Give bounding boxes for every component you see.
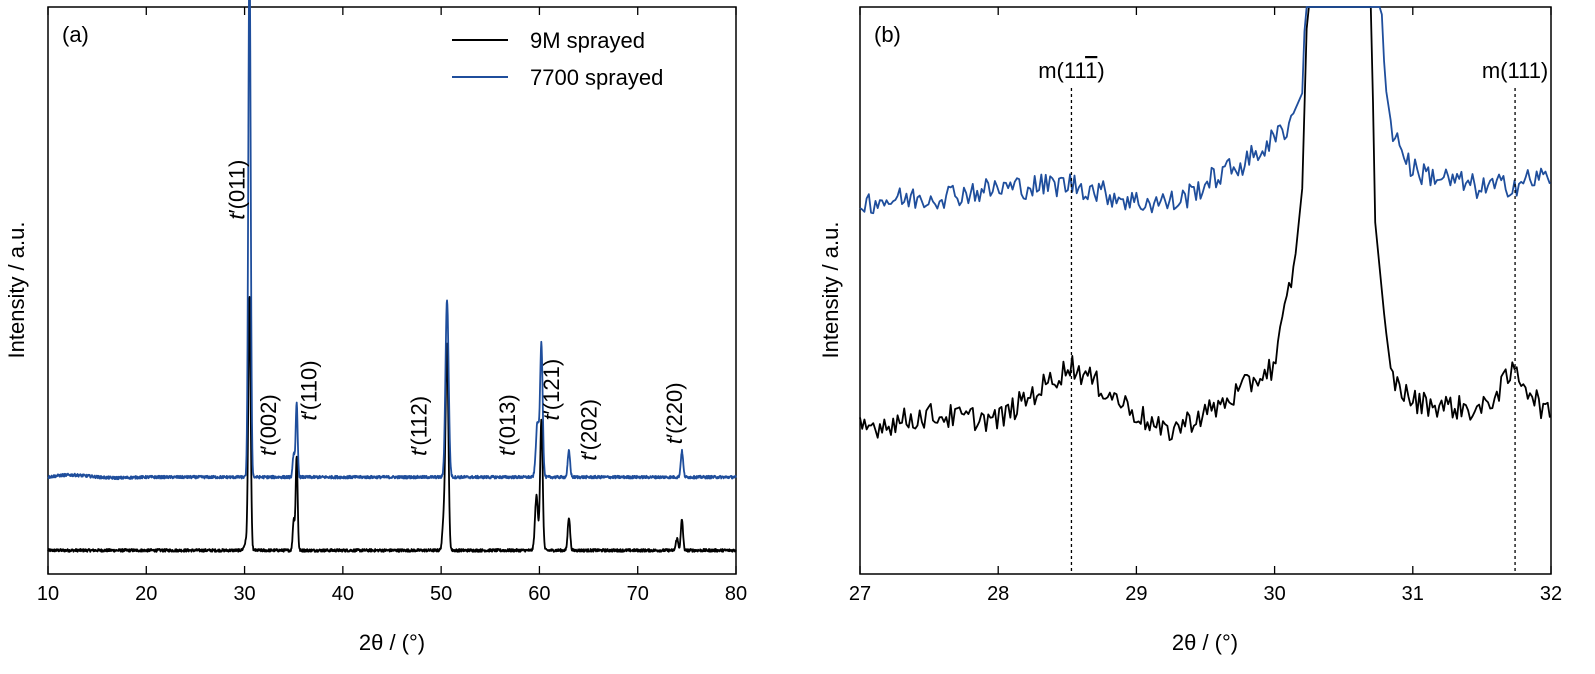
panel-a-label: (a) (62, 22, 89, 47)
peak-label-prime: ′ (576, 450, 601, 454)
peak-label-013: t′(013) (495, 394, 520, 456)
panel-a-series (47, 0, 737, 553)
panel-a-tick-label-50: 50 (430, 583, 452, 605)
peak-label-prefix: t (225, 213, 250, 220)
panel-a-tick-label-60: 60 (528, 583, 550, 605)
panel-b: 27 28 29 30 31 32 m(111) m(111) (b) 2θ / (°) I… (818, 6, 1562, 655)
reference-label-tail: ) (1097, 58, 1104, 83)
peak-label-202: t′(202) (576, 399, 601, 461)
panel-a: 10 20 30 40 50 60 70 80 t′(011)t′(002) t′(110)t′… (4, 0, 747, 655)
peak-label-prime: ′ (495, 446, 520, 450)
reference-label-0: m(111) (1038, 58, 1104, 83)
panel-a-peak-labels: t′(011)t′(002) t′(110)t′(112)t′(013) t′(12… (225, 160, 687, 461)
peak-label-prefix: t (495, 449, 520, 456)
peak-label-220: t′(220) (662, 382, 687, 444)
panel-b-tick-label-30: 30 (1263, 583, 1285, 605)
reference-label-1: m(111) (1482, 58, 1548, 83)
peak-label-prefix: t (576, 454, 601, 461)
panel-b-tick-label-29: 29 (1125, 583, 1147, 605)
peak-label-112: t′(112) (406, 396, 431, 456)
panel-a-tick-label-20: 20 (135, 583, 157, 605)
peak-label-121: t′(121) (539, 359, 564, 421)
panel-b-x-ticks: 27 28 29 30 31 32 (849, 7, 1562, 605)
peak-label-hkl: (002) (256, 394, 281, 445)
panel-a-y-axis-title: Intensity / a.u. (4, 222, 29, 359)
panel-a-x-ticks: 10 20 30 40 50 60 70 80 (37, 7, 747, 605)
legend-label-7700: 7700 sprayed (530, 65, 663, 90)
reference-label-bar: 1 (1085, 58, 1097, 83)
peak-label-prime: ′ (256, 446, 281, 450)
panel-b-y-axis-title: Intensity / a.u. (818, 222, 843, 359)
peak-label-hkl: (121) (539, 359, 564, 410)
peak-label-110: t′(110) (296, 360, 321, 420)
peak-label-prefix: t (296, 413, 321, 420)
panel-b-series (859, 6, 1551, 441)
panel-a-tick-label-10: 10 (37, 583, 59, 605)
peak-label-hkl: (110) (296, 360, 321, 410)
peak-label-prefix: t (406, 449, 431, 456)
peak-label-hkl: (202) (576, 399, 601, 450)
peak-label-prime: ′ (406, 446, 431, 450)
reference-label-text: m(11 (1038, 58, 1086, 83)
legend: 9M sprayed 7700 sprayed (452, 28, 663, 90)
peak-label-011: t′(011) (225, 160, 250, 220)
panel-b-tick-label-28: 28 (987, 583, 1009, 605)
peak-label-prime: ′ (539, 410, 564, 414)
peak-label-hkl: (220) (662, 382, 687, 433)
peak-label-hkl: (112) (406, 396, 431, 446)
peak-label-prefix: t (256, 449, 281, 456)
panel-a-tick-label-70: 70 (627, 583, 649, 605)
peak-label-prime: ′ (225, 209, 250, 213)
panel-b-reference-lines: m(111) m(111) (1038, 58, 1548, 574)
peak-label-hkl: (013) (495, 394, 520, 445)
legend-label-9M: 9M sprayed (530, 28, 645, 53)
panel-b-tick-label-32: 32 (1540, 583, 1562, 605)
reference-label-text: m(111) (1482, 58, 1548, 83)
panel-a-tick-label-80: 80 (725, 583, 747, 605)
peak-label-prefix: t (662, 437, 687, 444)
peak-label-prefix: t (539, 413, 564, 420)
panel-b-series-series_9M (859, 6, 1551, 441)
panel-b-label: (b) (874, 22, 901, 47)
peak-label-prime: ′ (662, 434, 687, 438)
panel-a-series-series_9M (47, 295, 737, 553)
panel-b-series-series_7700 (859, 6, 1551, 215)
panel-b-x-axis-title: 2θ / (°) (1172, 630, 1238, 655)
panel-b-frame (859, 6, 1552, 575)
panel-a-frame (47, 6, 737, 575)
panel-a-tick-label-30: 30 (233, 583, 255, 605)
panel-b-tick-label-27: 27 (849, 583, 871, 605)
panel-a-tick-label-40: 40 (332, 583, 354, 605)
peak-label-hkl: (011) (225, 160, 250, 210)
panel-a-x-axis-title: 2θ / (°) (359, 630, 425, 655)
peak-label-prime: ′ (296, 410, 321, 414)
panel-a-series-series_7700 (47, 0, 737, 481)
peak-label-002: t′(002) (256, 394, 281, 456)
panel-b-tick-label-31: 31 (1402, 583, 1424, 605)
